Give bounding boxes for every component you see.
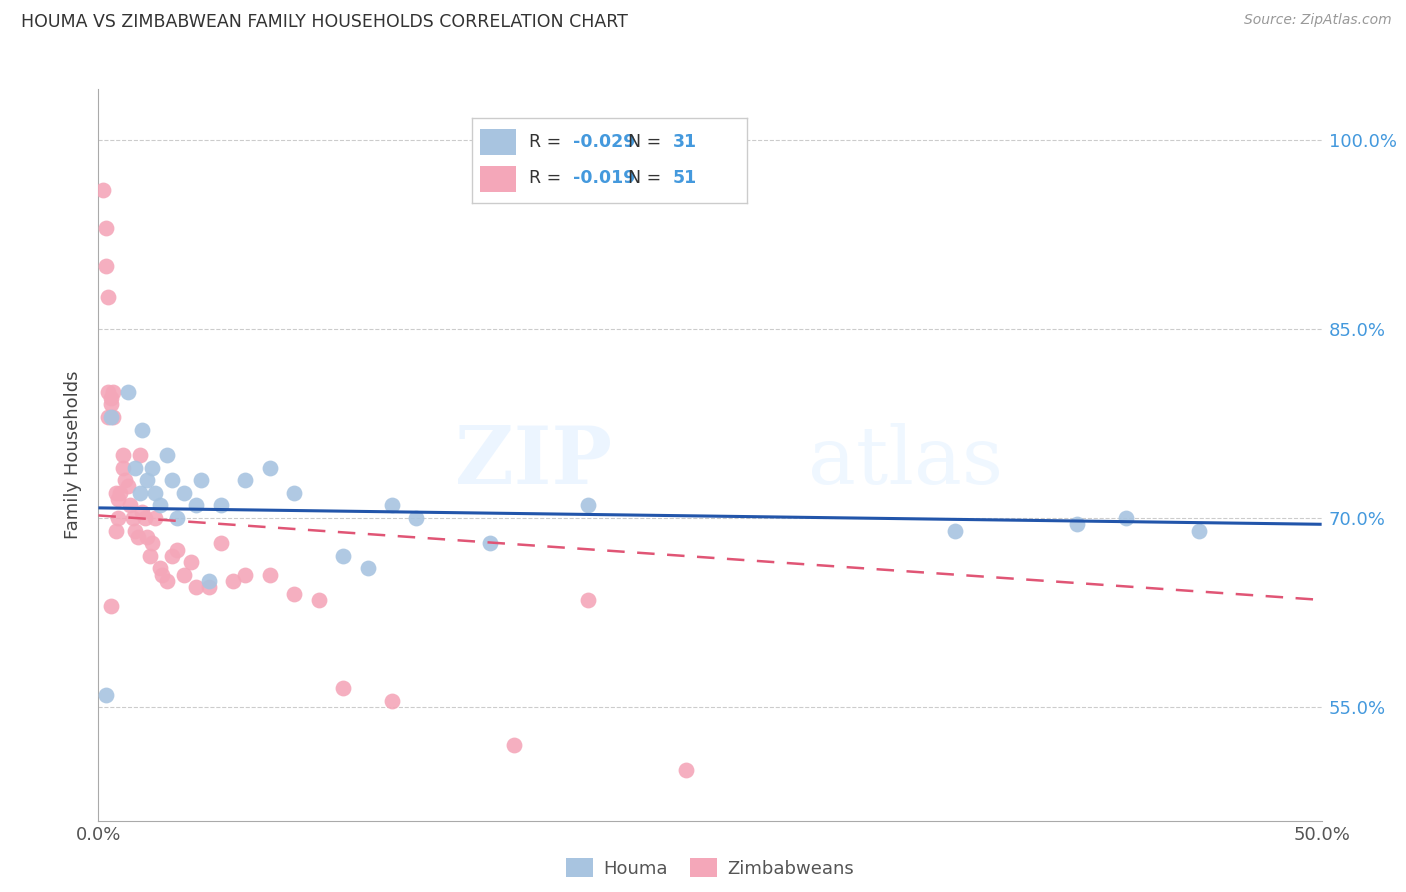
Text: 31: 31 (672, 133, 696, 151)
Text: -0.019: -0.019 (574, 169, 636, 186)
Point (110, 485, 132, 500)
Point (121, 511, 143, 525)
Point (283, 485, 305, 500)
Point (104, 485, 127, 500)
Point (332, 549, 354, 563)
Point (101, 384, 124, 399)
Point (180, 555, 202, 569)
Y-axis label: Family Households: Family Households (65, 371, 83, 539)
Point (173, 567, 195, 582)
Point (233, 473, 256, 487)
Point (134, 511, 156, 525)
Text: 51: 51 (672, 169, 696, 186)
Point (209, 499, 232, 513)
Point (160, 473, 183, 487)
Bar (479, 167, 516, 192)
Point (149, 561, 172, 575)
Point (259, 567, 281, 582)
Point (143, 485, 166, 500)
Text: ZIP: ZIP (456, 423, 612, 501)
Point (100, 410, 122, 425)
Point (381, 694, 404, 708)
Point (94, 221, 117, 235)
Point (233, 567, 256, 582)
Text: atlas: atlas (808, 423, 1002, 501)
Point (186, 499, 208, 513)
Point (943, 524, 966, 538)
Point (117, 384, 139, 399)
Point (117, 479, 139, 493)
Point (166, 511, 188, 525)
Text: R =: R = (529, 169, 567, 186)
Point (129, 485, 152, 500)
Point (136, 530, 159, 544)
Point (186, 580, 208, 594)
Point (127, 530, 149, 544)
Point (190, 473, 212, 487)
Point (111, 448, 134, 462)
Point (259, 460, 281, 475)
Point (478, 536, 501, 550)
Point (131, 423, 153, 437)
Point (136, 473, 159, 487)
Point (576, 593, 599, 607)
Point (107, 511, 129, 525)
Point (405, 511, 427, 525)
Point (141, 536, 163, 550)
Point (94, 688, 117, 702)
Point (166, 542, 188, 557)
Point (124, 524, 146, 538)
Point (120, 499, 142, 513)
Point (129, 448, 152, 462)
Point (107, 491, 129, 506)
Point (100, 391, 122, 405)
Point (156, 448, 179, 462)
Point (222, 574, 245, 588)
Point (503, 738, 526, 752)
Point (97, 384, 120, 399)
Point (100, 599, 122, 614)
Point (173, 485, 195, 500)
Point (1066, 517, 1088, 532)
Point (1115, 511, 1137, 525)
Point (143, 511, 166, 525)
Bar (479, 129, 516, 154)
Legend: Houma, Zimbabweans: Houma, Zimbabweans (558, 851, 862, 885)
Point (308, 593, 330, 607)
Point (576, 499, 599, 513)
Point (283, 587, 305, 601)
Point (91, 183, 114, 197)
Text: N =: N = (628, 133, 666, 151)
Point (209, 536, 232, 550)
Text: N =: N = (628, 169, 666, 186)
Point (197, 574, 219, 588)
Point (1188, 524, 1211, 538)
Point (124, 460, 146, 475)
Point (131, 505, 153, 519)
Point (100, 397, 122, 411)
Text: Source: ZipAtlas.com: Source: ZipAtlas.com (1244, 13, 1392, 28)
Point (356, 561, 378, 575)
Point (97, 290, 120, 304)
Point (94, 259, 117, 273)
Point (114, 473, 136, 487)
Point (104, 524, 127, 538)
Point (141, 460, 163, 475)
Text: R =: R = (529, 133, 567, 151)
Point (160, 549, 183, 563)
Point (101, 410, 124, 425)
Point (139, 549, 162, 563)
Point (97, 410, 120, 425)
Point (111, 460, 134, 475)
Point (149, 499, 172, 513)
Point (150, 567, 173, 582)
Point (197, 580, 219, 594)
Point (381, 499, 404, 513)
Text: HOUMA VS ZIMBABWEAN FAMILY HOUSEHOLDS CORRELATION CHART: HOUMA VS ZIMBABWEAN FAMILY HOUSEHOLDS CO… (21, 13, 628, 31)
Point (675, 763, 697, 777)
Text: -0.029: -0.029 (574, 133, 636, 151)
Point (332, 681, 354, 696)
Point (156, 574, 179, 588)
